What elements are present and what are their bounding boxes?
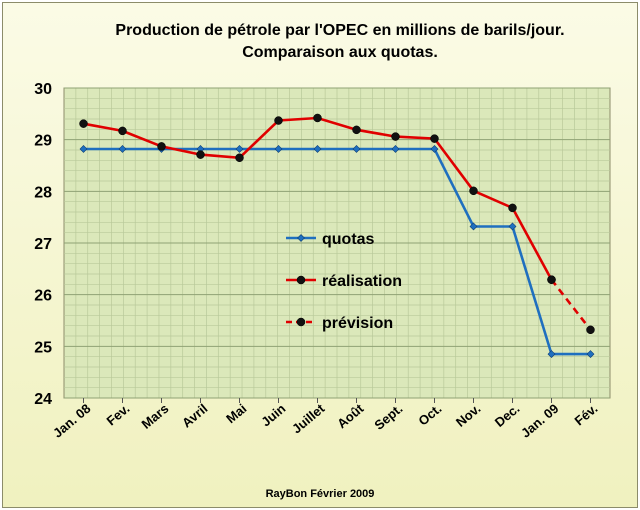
data-point-quotas xyxy=(430,145,439,153)
x-tick-label: Oct. xyxy=(415,401,444,429)
chart-title-line1: Production de pétrole par l'OPEC en mill… xyxy=(115,22,565,39)
chart-title-line2: Comparaison aux quotas. xyxy=(242,44,438,61)
y-tick-label: 28 xyxy=(34,184,52,201)
data-point-realisation xyxy=(235,153,244,162)
data-point-realisation xyxy=(508,203,517,213)
data-point-quotas xyxy=(313,145,322,153)
data-point-quotas xyxy=(274,145,283,153)
data-point-quotas xyxy=(352,145,361,153)
y-tick-label: 25 xyxy=(34,339,52,356)
x-tick-label: Août xyxy=(334,400,367,431)
y-tick-label: 30 xyxy=(34,81,52,98)
data-point-realisation xyxy=(118,126,127,136)
data-point-prevision xyxy=(547,275,556,284)
x-tick-label: Fev. xyxy=(104,401,133,429)
y-tick-label: 27 xyxy=(34,236,52,253)
x-tick-label: Jan. 08 xyxy=(50,401,93,441)
data-point-realisation xyxy=(196,150,205,159)
x-tick-label: Sept. xyxy=(371,401,405,433)
legend: quotas réalisation prévision xyxy=(286,231,402,332)
x-tick-label: Jan. 09 xyxy=(518,401,561,441)
legend-label-quotas: quotas xyxy=(322,231,375,248)
data-point-quotas xyxy=(469,222,478,231)
y-tick-label: 24 xyxy=(34,391,52,408)
data-point-realisation xyxy=(391,132,400,141)
x-tick-label: Juillet xyxy=(289,400,328,436)
x-tick-label: Juin xyxy=(258,401,288,430)
y-tick-label: 26 xyxy=(34,288,52,305)
footer-credit: RayBon Février 2009 xyxy=(265,488,375,500)
data-point-quotas xyxy=(391,145,400,153)
data-point-quotas xyxy=(79,145,88,153)
data-point-realisation xyxy=(352,125,361,135)
legend-marker-quotas xyxy=(297,234,305,242)
y-axis: 24 25 26 27 28 29 30 xyxy=(34,81,52,408)
data-point-quotas xyxy=(508,222,517,231)
data-point-realisation xyxy=(430,134,439,143)
series-group xyxy=(79,113,595,359)
data-point-realisation xyxy=(313,113,322,123)
x-tick-label: Mars xyxy=(139,401,172,432)
data-point-realisation xyxy=(469,186,478,196)
series-line-prevision xyxy=(550,278,592,331)
x-tick-label: Mai xyxy=(223,401,249,426)
y-tick-label: 29 xyxy=(34,133,52,150)
data-point-realisation xyxy=(157,142,166,151)
x-tick-label: Dec. xyxy=(492,401,523,430)
x-axis: Jan. 08 Fev. Mars Avril Mai Juin Juillet Août Se… xyxy=(50,398,600,441)
legend-marker-prevision xyxy=(296,317,306,327)
data-point-quotas xyxy=(118,145,127,153)
legend-label-prevision: prévision xyxy=(322,315,393,332)
legend-label-realisation: réalisation xyxy=(322,273,402,290)
data-point-quotas xyxy=(547,350,556,359)
x-tick-label: Avril xyxy=(179,401,210,431)
data-point-quotas xyxy=(235,145,244,153)
gridlines xyxy=(64,87,610,399)
x-tick-label: Fév. xyxy=(572,401,601,429)
data-point-realisation xyxy=(274,116,283,125)
data-point-realisation xyxy=(79,119,88,128)
chart-title: Production de pétrole par l'OPEC en mill… xyxy=(60,20,620,64)
legend-marker-realisation xyxy=(296,275,306,285)
x-tick-label: Nov. xyxy=(453,401,483,430)
data-point-prevision xyxy=(586,325,595,335)
data-point-quotas xyxy=(586,350,595,359)
